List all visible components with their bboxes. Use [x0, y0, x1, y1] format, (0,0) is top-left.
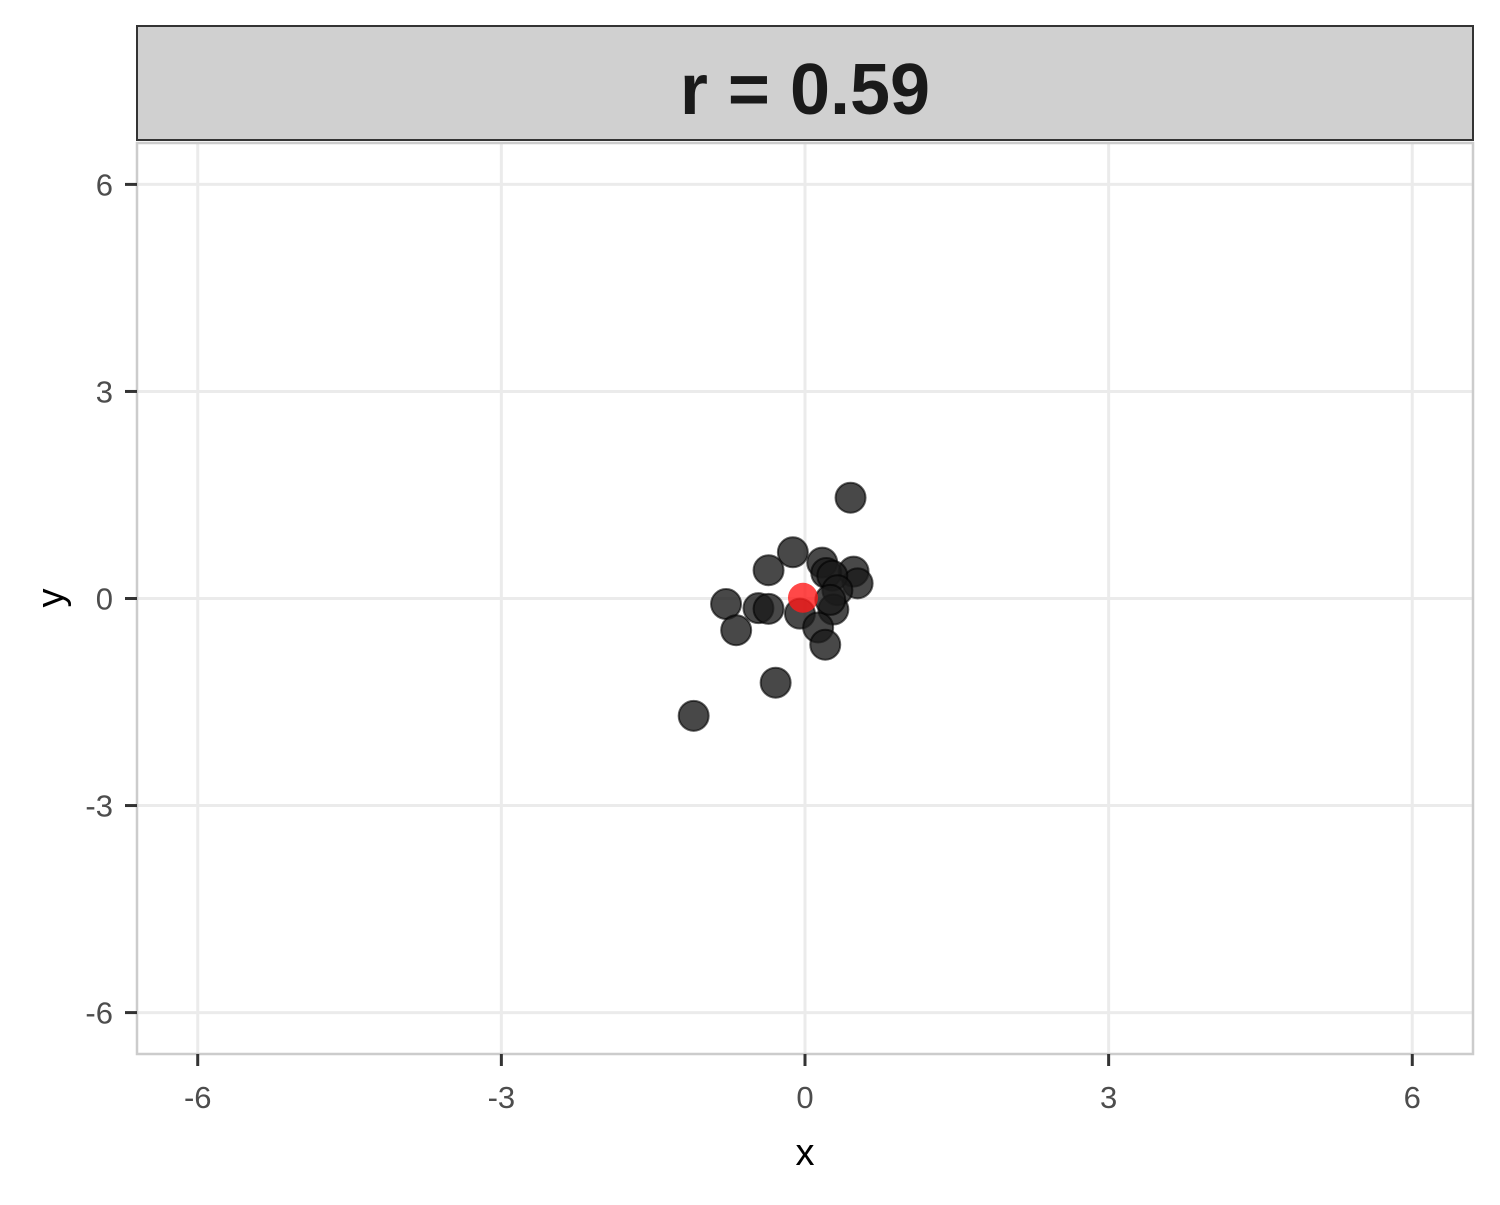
data-point	[752, 554, 785, 587]
chart-title: r = 0.59	[680, 50, 930, 130]
x-tick-label: 3	[1100, 1080, 1117, 1115]
y-tick-label: 6	[96, 167, 113, 202]
data-point	[677, 699, 710, 732]
data-point	[834, 481, 867, 514]
strip-header	[136, 25, 1474, 141]
data-point	[752, 592, 785, 625]
data-point	[814, 583, 847, 616]
y-tick-label: 0	[96, 582, 113, 617]
x-tick-label: -3	[488, 1080, 516, 1115]
x-axis-title: x	[796, 1132, 815, 1174]
data-point	[720, 614, 753, 647]
mean-point	[787, 582, 818, 613]
axis-ticks: -6 -3 0 3 6 -6 -3 0 3 6	[85, 167, 1420, 1115]
data-points	[677, 481, 874, 732]
x-tick-label: 6	[1404, 1080, 1421, 1115]
x-tick-label: 0	[796, 1080, 813, 1115]
y-axis-title: y	[30, 589, 72, 608]
y-tick-label: -6	[85, 996, 113, 1031]
data-point	[776, 536, 809, 569]
y-tick-label: -3	[85, 789, 113, 824]
data-point	[809, 628, 842, 661]
data-point	[759, 666, 792, 699]
x-tick-label: -6	[184, 1080, 212, 1115]
y-tick-label: 3	[96, 374, 113, 409]
